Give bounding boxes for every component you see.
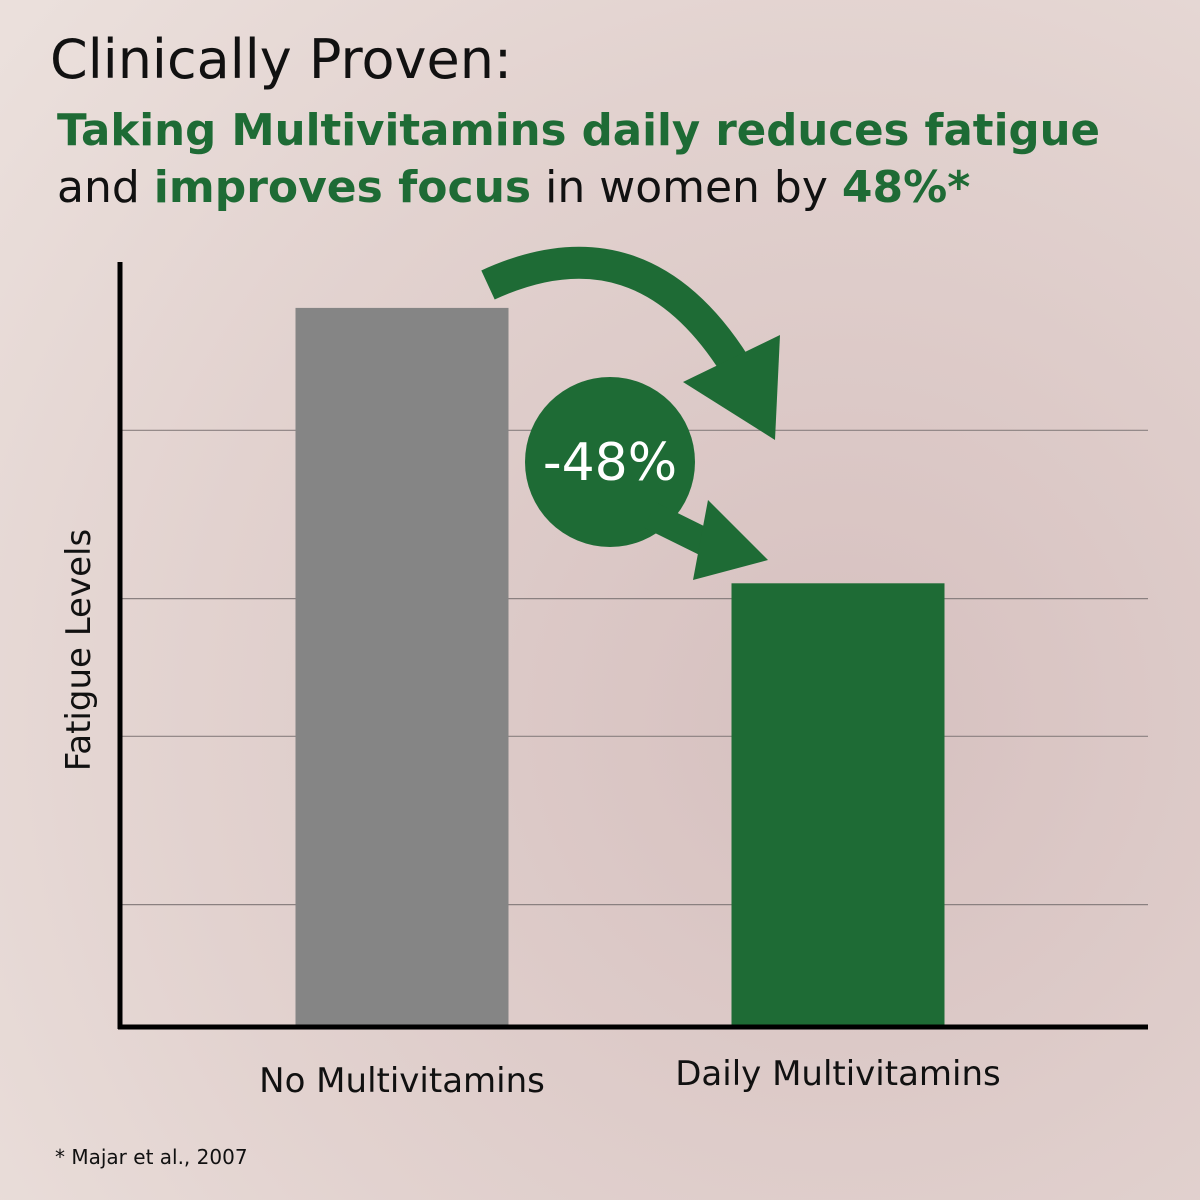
subtitle-line: and improves focus in women by 48%*	[57, 162, 970, 213]
x-tick-label: Daily Multivitamins	[675, 1054, 1001, 1094]
subtitle-part: 48%*	[842, 162, 970, 213]
x-tick-label: No Multivitamins	[259, 1061, 545, 1101]
subtitle-part: in women by	[531, 162, 842, 213]
subtitle-part: improves focus	[154, 162, 531, 213]
annotation: -48%	[543, 433, 677, 493]
bar	[731, 583, 945, 1027]
arrow	[481, 246, 749, 374]
bar	[295, 307, 509, 1027]
plot-area: No Multivitamins Daily Multivitamins	[117, 262, 1148, 1101]
subtitle-part: and	[57, 162, 154, 213]
subtitle-line: Taking Multivitamins daily reduces fatig…	[57, 105, 1100, 156]
annotation-circle	[525, 377, 695, 547]
arrow-head	[693, 500, 768, 580]
footnote: * Majar et al., 2007	[55, 1145, 248, 1169]
chart-title: Clinically Proven:	[50, 28, 512, 91]
arrow-head	[683, 335, 780, 440]
y-axis-label: Fatigue Levels	[59, 529, 99, 771]
